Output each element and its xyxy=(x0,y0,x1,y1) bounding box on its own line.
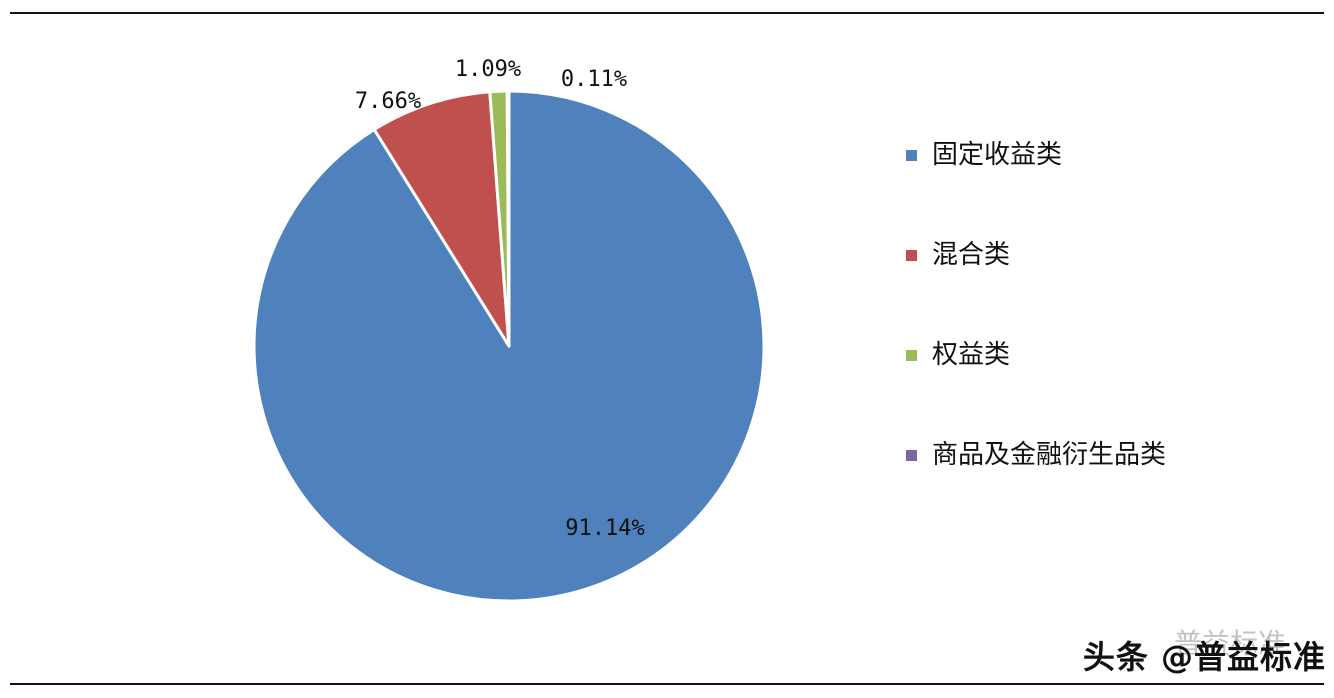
watermark-main-text: 头条 @普益标准 xyxy=(1082,638,1326,676)
data-label-equity: 1.09% xyxy=(455,57,521,82)
legend-label-fixed-income: 固定收益类 xyxy=(932,140,1063,170)
watermark-faded-text: 普益标准 xyxy=(1173,627,1286,660)
legend-swatch-equity xyxy=(906,350,917,361)
legend-swatch-mixed xyxy=(906,250,917,261)
watermark: 普益标准 头条 @普益标准 xyxy=(1082,627,1326,678)
legend-swatch-commodity xyxy=(906,450,917,461)
data-label-mixed: 7.66% xyxy=(355,89,421,114)
legend-swatch-fixed-income xyxy=(906,150,917,161)
pie-slice-commodity xyxy=(505,89,511,348)
data-label-commodity: 0.11% xyxy=(561,67,627,92)
legend-label-commodity: 商品及金融衍生品类 xyxy=(932,440,1167,470)
data-label-fixed-income: 91.14% xyxy=(565,516,644,541)
pie-slice-mixed xyxy=(372,90,511,348)
legend-label-mixed: 混合类 xyxy=(932,240,1011,270)
legend-label-equity: 权益类 xyxy=(932,340,1011,370)
bottom-border-line xyxy=(10,683,1324,685)
top-border-line xyxy=(10,12,1324,14)
